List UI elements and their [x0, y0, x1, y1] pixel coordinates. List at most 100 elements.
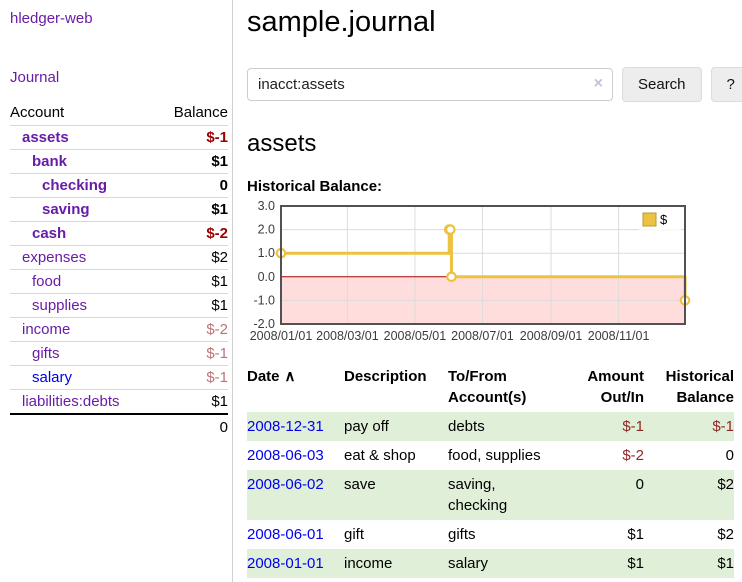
account-balance: $1	[211, 393, 228, 410]
search-button[interactable]: Search	[622, 67, 702, 102]
account-link-liabilities-debts[interactable]: liabilities:debts	[22, 393, 120, 410]
register-balance: $2	[717, 476, 734, 493]
register-amount: $1	[627, 526, 644, 543]
sort-ascending-icon[interactable]: ∧	[284, 368, 296, 385]
svg-text:$: $	[660, 212, 668, 227]
svg-text:2008/07/01: 2008/07/01	[451, 329, 514, 343]
sidebar-balance-table: Account Balance assets $-1 bank $1 checking 0…	[10, 102, 228, 440]
register-row: 2008-12-31 pay off debts $-1 $-1	[247, 412, 734, 441]
register-description: gift	[344, 526, 365, 543]
register-description: pay off	[344, 418, 389, 435]
register-row: 2008-06-03 eat & shop food, supplies $-2 0	[247, 441, 734, 470]
register-date-link[interactable]: 2008-01-01	[247, 555, 324, 572]
svg-text:3.0: 3.0	[258, 201, 275, 213]
register-header-label: Balance	[676, 389, 734, 406]
account-link-gifts[interactable]: gifts	[32, 345, 60, 362]
register-amount: $1	[627, 555, 644, 572]
register-header-description: Description	[344, 364, 448, 412]
svg-text:2008/03/01: 2008/03/01	[316, 329, 379, 343]
register-date-link[interactable]: 2008-06-02	[247, 476, 324, 493]
svg-text:1.0: 1.0	[258, 246, 275, 260]
sidebar-header-account: Account	[10, 104, 65, 121]
register-date-link[interactable]: 2008-12-31	[247, 418, 324, 435]
sidebar-account-row: gifts $-1	[10, 341, 228, 366]
svg-text:2008/09/01: 2008/09/01	[520, 329, 583, 343]
sidebar-total-spacer	[10, 413, 156, 440]
search-input[interactable]	[247, 68, 613, 101]
svg-text:-2.0: -2.0	[253, 317, 275, 331]
svg-text:-1.0: -1.0	[253, 293, 275, 307]
page-title: sample.journal	[247, 6, 436, 38]
account-balance: $-1	[206, 129, 228, 146]
account-balance: $-1	[206, 345, 228, 362]
historical-balance-chart: $3.0 2.0 1.0 0.0 -1.0 -2.0 2008/01/01 2008/03/0…	[247, 199, 742, 358]
account-balance: $2	[211, 249, 228, 266]
register-description: income	[344, 555, 393, 572]
register-balance: 0	[725, 447, 734, 464]
sidebar-total-value: 0	[155, 413, 228, 440]
account-balance: $1	[211, 201, 228, 218]
register-date-link[interactable]: 2008-06-01	[247, 526, 324, 543]
register-row: 2008-06-01 gift gifts $1 $2	[247, 520, 734, 549]
account-balance: $1	[211, 153, 228, 170]
account-heading: assets	[247, 130, 317, 157]
sidebar-account-row: income $-2	[10, 317, 228, 342]
sidebar-account-row: assets $-1	[10, 125, 228, 150]
app-title-link[interactable]: hledger-web	[10, 10, 93, 27]
sidebar-account-row: salary $-1	[10, 365, 228, 390]
register-row: 2008-01-01 income salary $1 $1	[247, 549, 734, 578]
account-balance: $-1	[206, 369, 228, 386]
account-link-assets[interactable]: assets	[22, 129, 69, 146]
account-link-salary[interactable]: salary	[32, 369, 73, 386]
sidebar-account-row: food $1	[10, 269, 228, 294]
search-form: × Search ?	[247, 67, 742, 102]
account-link-food[interactable]: food	[32, 273, 62, 290]
chart-title: Historical Balance:	[247, 178, 383, 195]
register-header-label: Amount	[587, 368, 644, 385]
sidebar-account-rows: assets $-1 bank $1 checking 0 saving $1 cash $-2 e…	[10, 125, 228, 415]
sidebar-account-row: liabilities:debts $1	[10, 389, 228, 415]
sidebar-account-row: supplies $1	[10, 293, 228, 318]
svg-text:2008/05/01: 2008/05/01	[384, 329, 447, 343]
register-description: save	[344, 476, 376, 493]
register-row: 2008-06-02 save saving, checking 0 $2	[247, 470, 734, 520]
register-amount: $-1	[622, 418, 644, 435]
main-content: sample.journal × Search ? assets Histori…	[233, 0, 742, 582]
help-button[interactable]: ?	[710, 67, 742, 102]
sidebar-account-row: checking 0	[10, 173, 228, 198]
account-link-checking[interactable]: checking	[42, 177, 108, 194]
svg-text:2008/11/01: 2008/11/01	[588, 329, 650, 343]
register-header-label: To/From	[448, 368, 507, 385]
register-accounts: gifts	[448, 526, 476, 543]
register-accounts: saving, checking	[448, 476, 508, 514]
register-date-link[interactable]: 2008-06-03	[247, 447, 324, 464]
account-balance: $-2	[206, 225, 228, 242]
register-header-amount: Amount Out/In	[566, 364, 644, 412]
register-header-label: Historical	[665, 368, 734, 385]
register-balance: $1	[717, 555, 734, 572]
sidebar-header-balance: Balance	[173, 104, 228, 121]
account-link-income[interactable]: income	[22, 321, 71, 338]
account-link-bank[interactable]: bank	[32, 153, 68, 170]
register-header-label: Date	[247, 368, 280, 385]
sidebar-account-row: cash $-2	[10, 221, 228, 246]
account-link-supplies[interactable]: supplies	[32, 297, 88, 314]
sidebar-total-row: 0	[10, 413, 228, 440]
register-accounts: debts	[448, 418, 485, 435]
sidebar-account-row: bank $1	[10, 149, 228, 174]
register-accounts: salary	[448, 555, 489, 572]
clear-search-icon[interactable]: ×	[593, 75, 603, 92]
register-amount: $-2	[622, 447, 644, 464]
account-link-cash[interactable]: cash	[32, 225, 67, 242]
account-link-saving[interactable]: saving	[42, 201, 90, 218]
nav-journal-link[interactable]: Journal	[10, 69, 60, 86]
account-link-expenses[interactable]: expenses	[22, 249, 87, 266]
register-header-label: Out/In	[600, 389, 644, 406]
sidebar-account-row: saving $1	[10, 197, 228, 222]
account-balance: $-2	[206, 321, 228, 338]
register-header-date[interactable]: Date ∧	[247, 364, 344, 412]
register-header-row: Date ∧ Description To/From Account(s) Amount O…	[247, 364, 734, 412]
sidebar-account-row: expenses $2	[10, 245, 228, 270]
